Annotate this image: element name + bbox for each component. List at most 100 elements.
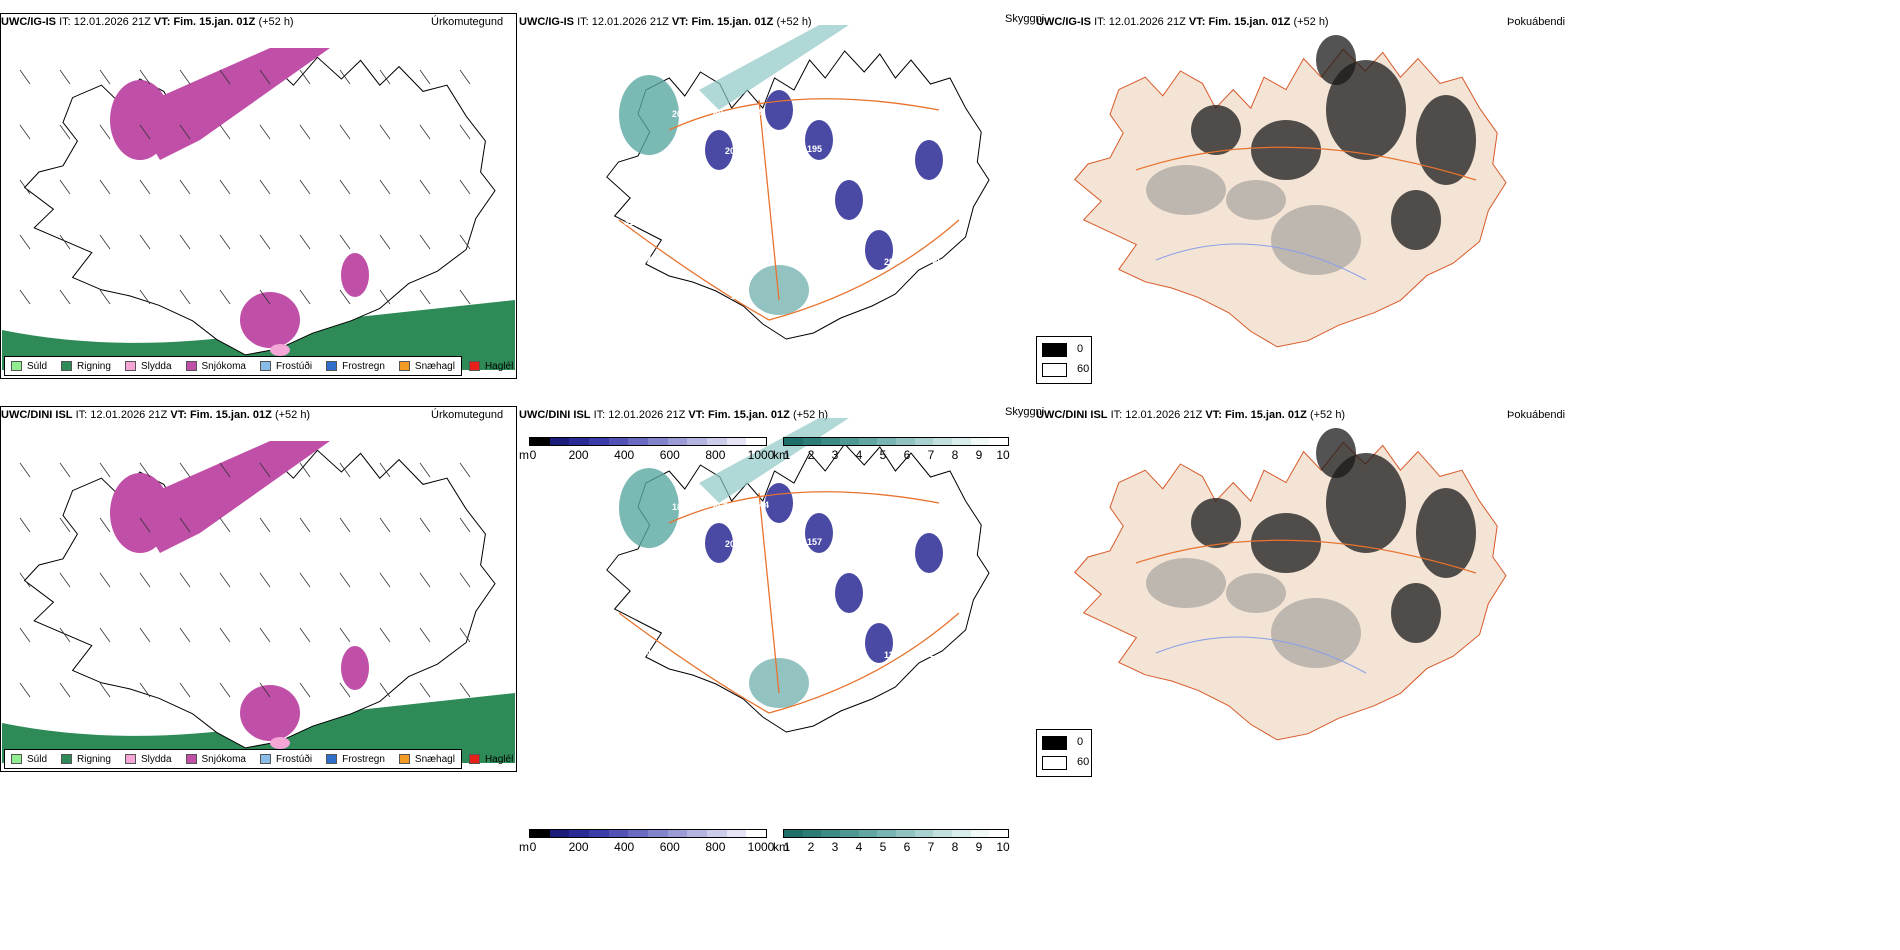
legend-item-0: Súld (11, 754, 47, 765)
legend-item-7: Haglél (468, 361, 513, 372)
cloud-base-bar-step (569, 438, 590, 445)
visibility-bar-tick-label: 2 (807, 840, 815, 854)
fog-index-mid-area (1226, 180, 1286, 220)
cloud-base-bar-tick-label: 1000 (747, 448, 775, 462)
visibility-bar-step (952, 438, 971, 445)
land-fog-area (1074, 48, 1507, 348)
road (758, 492, 780, 694)
legend-swatch (468, 361, 480, 371)
fog-map-row1 (1074, 35, 1507, 348)
visibility-bar-tick-label: 5 (879, 840, 887, 854)
visibility-bar-step (989, 830, 1009, 837)
legend-swatch (398, 754, 410, 764)
it-value: 12.01.2026 21Z (1125, 409, 1203, 421)
fog-index-mid-area (1226, 573, 1286, 613)
cloud-base-height-label: 101 (701, 723, 716, 733)
fog-index-dark-area (1391, 583, 1441, 643)
low-cloud-base-patch (835, 180, 863, 220)
cloud-base-bar-tick-label: 800 (705, 448, 726, 462)
cloud-base-bar-step (549, 830, 570, 837)
fog-index-dark-area (1326, 60, 1406, 160)
visibility-bar-tick-label: 8 (951, 840, 959, 854)
legend-item-3: Snjókoma (185, 754, 246, 765)
visibility-bar-step (821, 438, 841, 445)
precip-legend-row1: Súld Rigning Slydda Snjókoma Frostúði Frostre… (4, 356, 513, 376)
cloud-base-height-label: 144 (754, 500, 769, 510)
legend-swatch (124, 361, 136, 371)
it-label: IT: (1110, 409, 1123, 421)
it-value: 12.01.2026 21Z (90, 409, 168, 421)
cloud-base-bar-tick-label: 0 (529, 448, 537, 462)
vt-label: VT: (688, 409, 705, 421)
cloud-base-bar-step (628, 438, 649, 445)
low-visibility-westfjords (619, 75, 679, 155)
fog-index-dark-area (1316, 35, 1356, 85)
legend-swatch (11, 754, 22, 764)
road (1135, 146, 1477, 181)
visibility-bar-tick-label: 7 (927, 840, 935, 854)
legend-item-2: Slydda (124, 361, 172, 372)
cloud-base-bar-step (648, 830, 668, 837)
cloud-header-row1: UWC/IG-IS IT: 12.01.2026 21Z VT: Fim. 15… (519, 16, 812, 29)
legend-swatch (326, 361, 338, 371)
fog-index-mid-area (1271, 205, 1361, 275)
legend-label: Frostúði (275, 753, 313, 765)
cloud-base-height-label: 311 (689, 292, 704, 302)
cloud-base-height-label: 208 (778, 183, 793, 193)
visibility-bar-tick-label: 10 (996, 840, 1010, 854)
visibility-bar-tick-label: 4 (855, 840, 863, 854)
cloud-base-height-label: 171 (766, 538, 781, 548)
legend-swatch (468, 754, 480, 764)
low-visibility-south (749, 265, 809, 315)
fog-index-mid-area (1146, 558, 1226, 608)
cloud-base-bar-step (746, 438, 767, 445)
fog-header-row2: UWC/DINI ISL IT: 12.01.2026 21Z VT: Fim.… (1036, 409, 1345, 422)
vt-label: VT: (671, 16, 689, 28)
legend-label: Súld (27, 753, 48, 765)
cloud-header-row2: UWC/DINI ISL IT: 12.01.2026 21Z VT: Fim.… (519, 409, 828, 422)
cloud-base-bar-step (667, 438, 688, 445)
cloud-base-height-label: 57 (766, 145, 776, 155)
visibility-bar-step (933, 438, 953, 445)
legend-item-6: Snæhagl (398, 361, 455, 372)
precip-panel-row2 (0, 406, 517, 772)
legend-label: Súld (27, 360, 48, 372)
low-cloud-base-patch (915, 533, 943, 573)
low-cloud-base-patch (865, 230, 893, 270)
cloud-base-height-label: 284 (636, 648, 651, 658)
low-cloud-base-patch (865, 623, 893, 663)
legend-label: Snæhagl (414, 753, 455, 765)
fog-index-dark-area (1251, 513, 1321, 573)
vt-value: Fim. 15.jan. 01Z (1208, 16, 1291, 28)
cloud-base-height-label: 92 (925, 649, 935, 659)
fog-max-swatch (1042, 343, 1067, 357)
cloud-base-bar-gradient (529, 437, 767, 446)
vt-value: Fim. 15.jan. 01Z (1224, 409, 1307, 421)
lead-time: (+52 h) (258, 16, 294, 28)
model-name: UWC/DINI ISL (1036, 409, 1108, 421)
visibility-bar-gradient (783, 829, 1009, 838)
legend-label: Rigning (77, 360, 111, 372)
it-value: 12.01.2026 21Z (591, 16, 669, 28)
cloud-base-height-label: 184 (795, 106, 810, 116)
cloud-base-height-label: 660 (660, 724, 675, 734)
road (768, 612, 960, 714)
visibility-bar-tick-label: 10 (996, 448, 1010, 462)
vt-value: Fim. 15.jan. 01Z (173, 16, 256, 28)
lead-time: (+52 h) (1309, 409, 1346, 421)
visibility-bar-tick-label: 1 (783, 840, 791, 854)
visibility-bar-tick-label: 6 (903, 448, 911, 462)
legend-swatch (259, 361, 271, 371)
visibility-bar-step (858, 830, 878, 837)
legend-label: Slydda (140, 753, 172, 765)
legend-swatch (61, 361, 73, 371)
cloud-base-bar-step (530, 830, 550, 837)
fog-header-row1: UWC/IG-IS IT: 12.01.2026 21Z VT: Fim. 15… (1036, 16, 1329, 29)
legend-label: Rigning (77, 753, 111, 765)
fog-map-row2 (1074, 428, 1507, 741)
river (1155, 243, 1367, 281)
cloud-base-height-label: 386 (742, 722, 757, 732)
low-visibility-westfjords (619, 468, 679, 548)
road (1135, 539, 1477, 574)
cloud-base-height-label: 240 (619, 72, 634, 82)
